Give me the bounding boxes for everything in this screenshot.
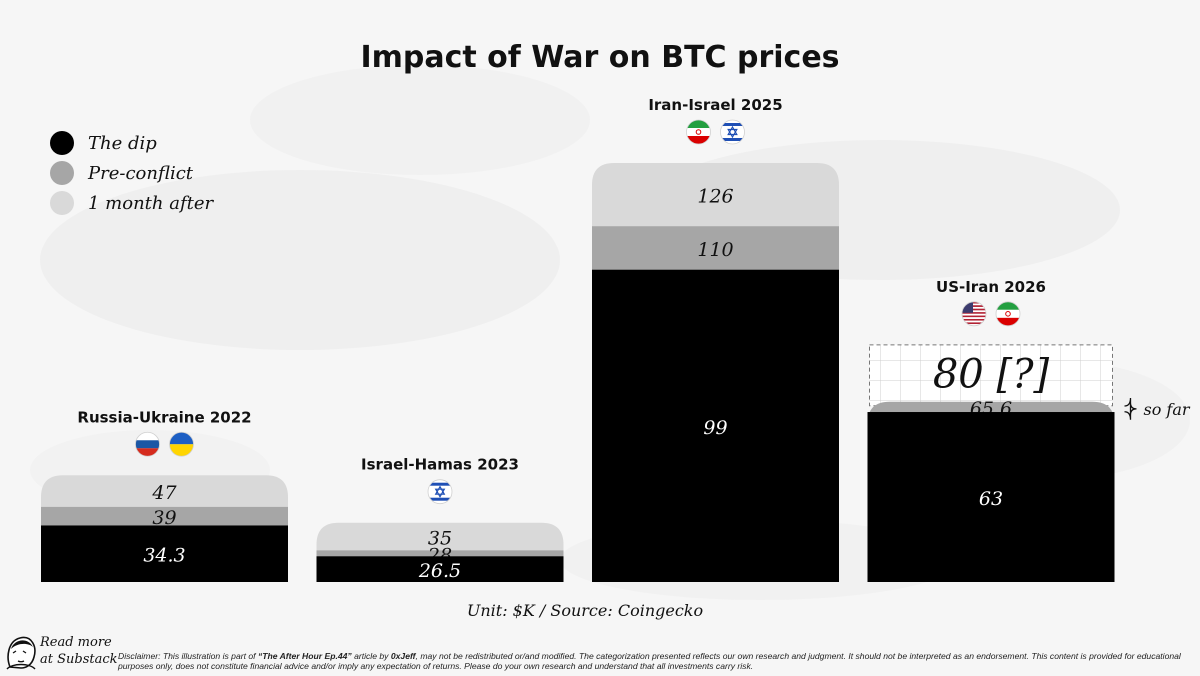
disclaimer-prefix: Disclaimer: This illustration is part of [118,651,258,661]
chart-legend: The dip Pre-conflict 1 month after [50,128,213,218]
disclaimer-author: 0xJeff [390,651,416,661]
disclaimer-article: “The After Hour Ep.44” [257,651,352,661]
disclaimer-suffix: , may not be redistributed or/and modifi… [118,651,1181,671]
legend-item-month-after: 1 month after [50,188,213,218]
russia-flag-icon [135,431,160,457]
legend-label-dip: The dip [88,132,157,154]
legend-swatch-month-after [50,191,74,215]
bar-pre-conflict-israel-hamas-2023 [316,550,564,558]
bar-month-after-iran-israel-2025 [592,163,839,228]
data-label-pre-conflict: 110 [697,239,733,261]
iran-flag-icon [686,119,711,145]
bar-dip-us-iran-2026 [867,412,1115,582]
data-label-dip: 63 [979,488,1003,510]
data-label-month-after: 126 [697,186,733,208]
bar-dip-israel-hamas-2023 [316,556,564,582]
category-label-us-iran-2026: US-Iran 2026 [936,278,1046,296]
chart-title: Impact of War on BTC prices [360,40,840,75]
bar-dip-iran-israel-2025 [592,269,839,582]
so-far-bracket [1124,398,1137,420]
bar-group-russia-ukraine-2022: 47 39 34.3 Russia-Ukraine 2022 [41,408,288,582]
bar-group-iran-israel-2025: 126 110 99 Iran-Israel 2025 [592,96,839,582]
iran-flag-icon [995,301,1021,327]
category-label-iran-israel-2025: Iran-Israel 2025 [648,96,782,114]
data-label-dip: 34.3 [143,545,185,567]
so-far-label: so far [1144,400,1191,419]
read-more-link[interactable]: Read more at Substack [40,634,118,668]
read-more-line-1: Read more [40,635,112,650]
disclaimer-mid: article by [351,651,391,661]
israel-flag-icon [427,479,453,505]
legend-swatch-pre-conflict [50,161,74,185]
bar-month-after-israel-hamas-2023 [316,522,564,552]
legend-label-pre-conflict: Pre-conflict [88,162,194,184]
category-label-israel-hamas-2023: Israel-Hamas 2023 [361,456,519,474]
bar-pre-conflict-russia-ukraine-2022 [41,506,288,527]
ukraine-flag-icon [169,431,194,457]
data-label-dip: 26.5 [418,560,461,582]
bar-pre-conflict-iran-israel-2025 [592,226,839,271]
hand-drawn-avatar-icon[interactable] [4,633,38,671]
legend-item-pre-conflict: Pre-conflict [50,158,213,188]
legend-item-dip: The dip [50,128,213,158]
data-label-dip: 99 [703,417,727,439]
bar-projected-us-iran-2026 [869,344,1113,407]
data-label-pre-conflict: 39 [152,507,176,529]
read-more-line-2: at Substack [40,652,118,667]
data-label-month-after: 35 [428,528,452,550]
unit-source-label: Unit: $K / Source: Coingecko [466,601,704,620]
data-label-month-after: 47 [151,482,177,504]
israel-flag-icon [720,119,745,145]
bar-dip-russia-ukraine-2022 [41,525,288,582]
disclaimer-text: Disclaimer: This illustration is part of… [118,651,1188,671]
data-label-projected: 80 [?] [933,351,1050,397]
legend-swatch-dip [50,131,74,155]
usa-flag-icon [961,301,987,327]
footer: Read more at Substack Disclaimer: This i… [0,630,1200,675]
category-label-russia-ukraine-2022: Russia-Ukraine 2022 [77,408,251,426]
bar-month-after-russia-ukraine-2022 [41,475,288,508]
legend-label-month-after: 1 month after [88,192,214,214]
